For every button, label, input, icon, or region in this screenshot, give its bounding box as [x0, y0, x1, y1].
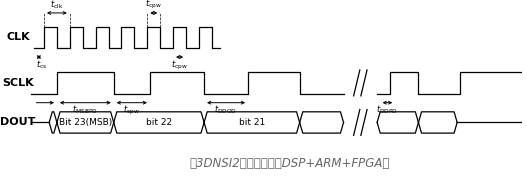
Text: Bit 23(MSB): Bit 23(MSB): [58, 118, 112, 127]
Text: $t_{\rm spw}$: $t_{\rm spw}$: [123, 103, 140, 117]
Text: $t_{\rm cpw}$: $t_{\rm cpw}$: [145, 0, 162, 11]
Text: $t_{\rm MSBPD}$: $t_{\rm MSBPD}$: [72, 103, 98, 116]
Text: $t_{\rm clk}$: $t_{\rm clk}$: [50, 0, 64, 11]
Text: $t_{\rm DDPD}$: $t_{\rm DDPD}$: [376, 103, 398, 116]
Text: 图3DNSI2路纵信通背技DSP+ARM+FPGA家: 图3DNSI2路纵信通背技DSP+ARM+FPGA家: [189, 157, 389, 170]
Text: DOUT: DOUT: [1, 117, 36, 127]
Text: $t_{\rm cs}$: $t_{\rm cs}$: [36, 59, 47, 71]
Text: $t_{\rm DDOD}$: $t_{\rm DDOD}$: [214, 103, 238, 116]
Text: $t_{\rm cpw}$: $t_{\rm cpw}$: [171, 59, 188, 72]
Text: CLK: CLK: [6, 32, 30, 42]
Text: bit 22: bit 22: [146, 118, 172, 127]
Text: SCLK: SCLK: [2, 78, 34, 88]
Text: bit 21: bit 21: [239, 118, 265, 127]
